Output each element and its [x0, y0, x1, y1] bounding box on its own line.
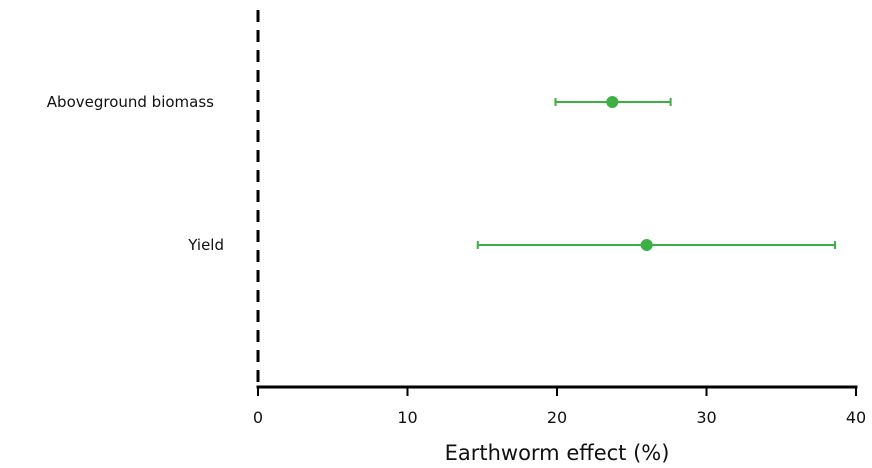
- category-labels: Aboveground biomass Yield: [47, 93, 224, 254]
- x-axis-title: Earthworm effect (%): [445, 441, 670, 465]
- data-marks: [476, 96, 837, 251]
- x-tick-label: 20: [547, 408, 567, 427]
- category-label: Yield: [187, 236, 224, 254]
- x-tick-label: 40: [846, 408, 866, 427]
- x-tick-label: 0: [253, 408, 263, 427]
- point-estimate: [606, 96, 619, 108]
- category-label: Aboveground biomass: [47, 93, 214, 111]
- point-estimate: [640, 239, 653, 251]
- x-tick-label: 10: [397, 408, 417, 427]
- x-axis-ticks: 0 10 20 30 40: [253, 387, 866, 427]
- x-tick-label: 30: [696, 408, 716, 427]
